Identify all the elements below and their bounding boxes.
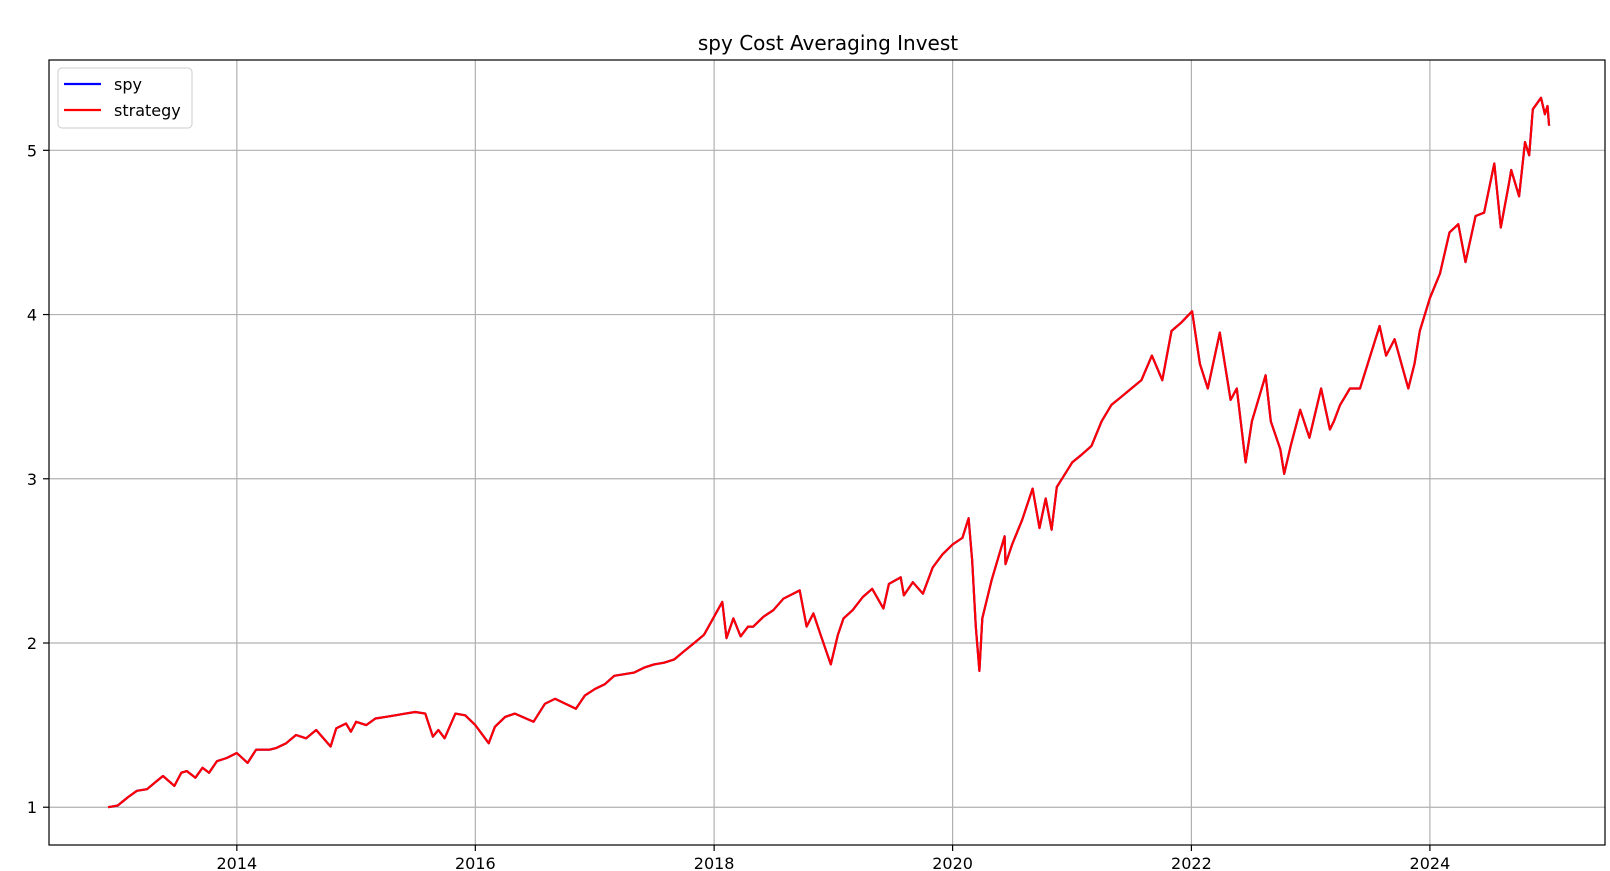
y-tick-label: 3 [27, 470, 37, 489]
x-tick-label: 2016 [455, 854, 496, 871]
y-tick-label: 4 [27, 306, 37, 325]
x-tick-label: 2020 [932, 854, 973, 871]
series-line-strategy [107, 96, 1551, 809]
series-layer [107, 96, 1551, 809]
legend: spy strategy [57, 67, 193, 129]
y-tick-label: 5 [27, 141, 37, 160]
x-tick-label: 2024 [1410, 854, 1451, 871]
x-tick-label: 2018 [694, 854, 735, 871]
legend-label-spy: spy [114, 75, 142, 94]
x-axis: 2014 2016 2018 2020 2022 2024 [216, 845, 1450, 871]
legend-label-strategy: strategy [114, 101, 181, 120]
grid [49, 60, 1605, 845]
x-tick-label: 2014 [216, 854, 257, 871]
plot-frame [48, 59, 1606, 846]
x-tick-label: 2022 [1171, 854, 1212, 871]
chart-title: spy Cost Averaging Invest [698, 31, 958, 55]
y-tick-label: 1 [27, 798, 37, 817]
y-tick-label: 2 [27, 634, 37, 653]
y-axis: 1 2 3 4 5 [27, 141, 49, 817]
